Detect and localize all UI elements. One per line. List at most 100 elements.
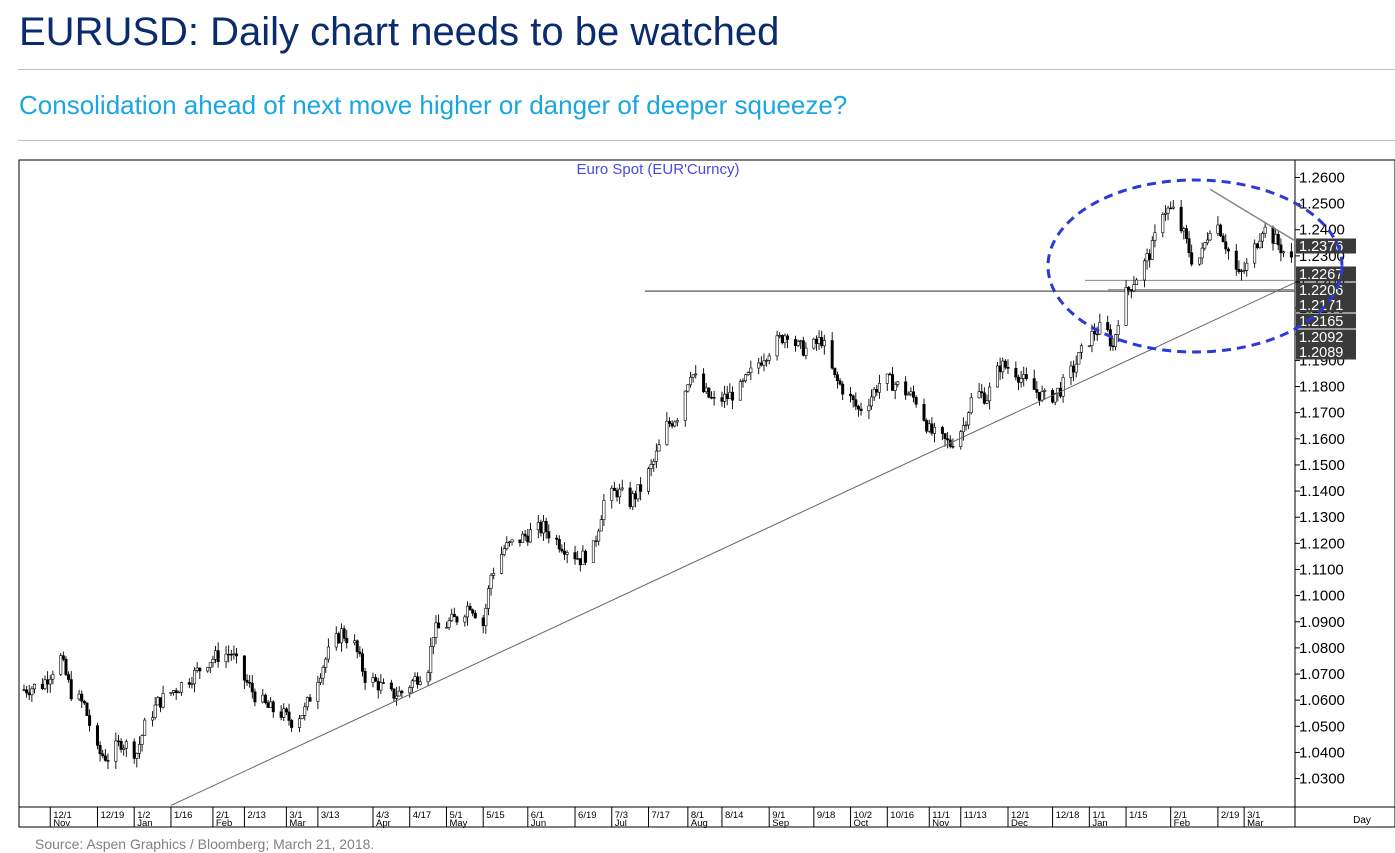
candle-body (337, 633, 341, 644)
x-tick-label: 2/1 (216, 810, 229, 821)
candle-body (1208, 233, 1212, 241)
candle-body (319, 677, 323, 683)
candle-body (673, 421, 677, 427)
candle-body (245, 679, 249, 683)
chart-border (18, 159, 1395, 828)
candle-body (557, 539, 561, 550)
candle-body (712, 397, 716, 399)
x-month-label: Jan (137, 818, 152, 829)
candle-body (1037, 392, 1041, 401)
candle-body (610, 487, 614, 501)
y-axis: 1.26001.25001.24001.23001.22001.21001.20… (1295, 169, 1345, 788)
y-tick-label: 1.1500 (1299, 457, 1345, 474)
candle-body (584, 550, 588, 563)
candle-body (709, 396, 713, 399)
x-tick-label: 6/19 (578, 810, 597, 821)
candle-body (891, 374, 895, 391)
x-month-label: Oct (854, 818, 869, 829)
candle-body (820, 337, 824, 347)
candle-body (360, 653, 364, 672)
candle-body (631, 493, 635, 507)
candle-body (507, 541, 511, 543)
y-tick-label: 1.1400 (1299, 483, 1345, 500)
candle-body (967, 412, 971, 426)
candle-body (392, 688, 396, 699)
candle-body (174, 690, 178, 693)
candle-body (279, 711, 283, 718)
candle-body (694, 373, 698, 376)
candle-body (581, 550, 585, 566)
candle-body (82, 700, 86, 704)
candle-body (1090, 331, 1094, 347)
candle-body (193, 669, 197, 685)
candle-body (877, 383, 881, 393)
candle-body (822, 340, 826, 347)
candle-body (303, 706, 307, 716)
candle-body (269, 701, 273, 708)
candle-body (224, 653, 228, 662)
candle-body (211, 658, 215, 664)
candle-body (1142, 260, 1146, 281)
candle-body (654, 450, 658, 462)
price-label: 1.2089 (1299, 345, 1343, 361)
candle-body (418, 681, 422, 685)
candle-body (1093, 331, 1097, 335)
candle-body (652, 461, 656, 465)
candle-body (381, 682, 385, 684)
candle-body (573, 552, 577, 560)
candle-body (452, 613, 456, 618)
candle-body (119, 740, 123, 750)
candle-body (124, 741, 128, 749)
x-tick-label: 1/1 (1092, 810, 1105, 821)
candle-body (854, 399, 858, 407)
candle-body (544, 521, 548, 532)
candle-body (1179, 206, 1183, 232)
candle-body (1116, 325, 1120, 335)
candle-body (463, 616, 467, 623)
candle-body (1205, 239, 1209, 244)
candle-body (1245, 262, 1249, 271)
candle-body (374, 677, 378, 682)
x-tick-label: 12/1 (53, 810, 72, 821)
candle-body (1219, 224, 1223, 237)
x-axis: 12/1 12/19 1/2 1/16 2/1 2/13 3/1 3/13 4/3 4/17 5/1… (49, 807, 1264, 829)
candle-body (122, 747, 126, 750)
candle-body (536, 522, 540, 531)
candle-body (1074, 363, 1078, 373)
candle-body (933, 426, 937, 434)
candle-body (80, 693, 84, 702)
candle-body (410, 680, 414, 688)
candle-body (783, 335, 787, 344)
candle-body (1253, 243, 1257, 264)
candle-body (1163, 212, 1167, 215)
candle-body (61, 655, 65, 660)
candle-body (841, 383, 845, 395)
candle-body (647, 468, 651, 492)
candle-body (172, 690, 176, 693)
candle-body (395, 695, 399, 699)
candle-body (371, 677, 375, 683)
uptrend-line (170, 282, 1295, 806)
price-label-box (1296, 238, 1356, 254)
candle-body (30, 688, 34, 696)
candle-body (555, 537, 559, 540)
candle-body (833, 367, 837, 376)
candle-body (930, 423, 934, 434)
candle-body (1279, 244, 1283, 254)
x-tick-label: 11/1 (932, 810, 950, 821)
candle-body (1135, 279, 1139, 286)
candle-body (612, 487, 616, 491)
x-tick-label: 11/13 (964, 810, 987, 821)
candle-body (500, 554, 504, 574)
candle-body (725, 393, 729, 399)
y-tick-label: 1.0300 (1299, 771, 1345, 788)
candle-body (594, 540, 598, 542)
x-tick-label: 2/1 (1174, 810, 1187, 821)
candle-body (342, 628, 346, 639)
candle-body (1079, 345, 1083, 353)
candle-body (980, 391, 984, 394)
x-month-label: Apr (376, 818, 391, 829)
x-tick-label: 7/3 (615, 810, 628, 821)
candle-body (896, 381, 900, 385)
candle-body (510, 539, 514, 543)
